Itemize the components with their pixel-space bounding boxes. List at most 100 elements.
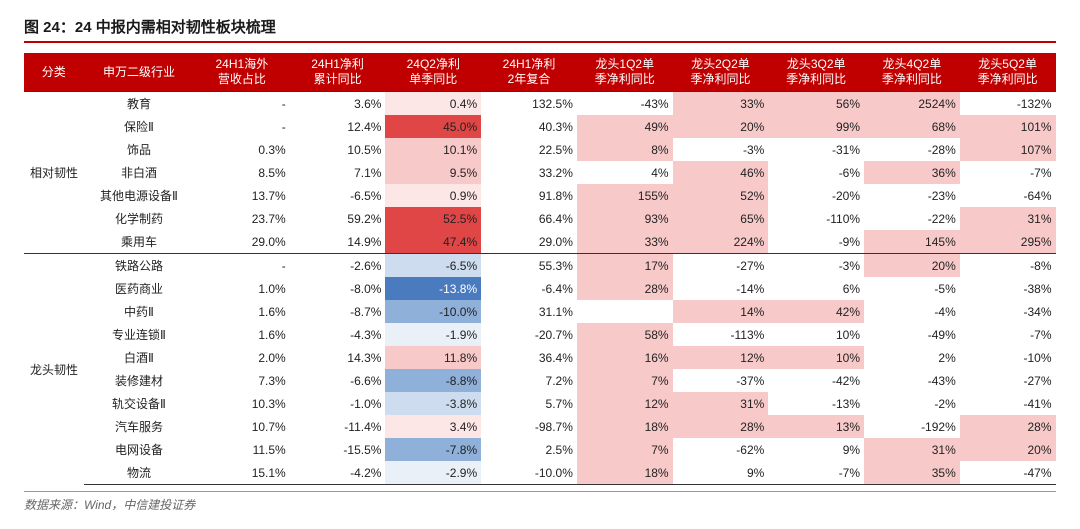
value-cell-c3: -13.8% (385, 277, 481, 300)
value-cell-c6: 20% (673, 115, 769, 138)
value-cell-c7: 6% (768, 277, 864, 300)
value-cell-c8: -23% (864, 184, 960, 207)
value-cell-c4: 2.5% (481, 438, 577, 461)
value-cell-c3: -8.8% (385, 369, 481, 392)
value-cell-c8: -4% (864, 300, 960, 323)
value-cell-c5: 18% (577, 415, 673, 438)
value-cell-c7: -7% (768, 461, 864, 485)
value-cell-c1: 11.5% (194, 438, 290, 461)
value-cell-c1: 13.7% (194, 184, 290, 207)
value-cell-c3: 47.4% (385, 230, 481, 254)
value-cell-c9: -8% (960, 254, 1056, 278)
value-cell-c3: -1.9% (385, 323, 481, 346)
value-cell-c1: 1.0% (194, 277, 290, 300)
col-header-c2: 24H1净利累计同比 (290, 53, 386, 92)
value-cell-c1: 23.7% (194, 207, 290, 230)
value-cell-c9: -47% (960, 461, 1056, 485)
value-cell-c9: -132% (960, 92, 1056, 116)
value-cell-c6: 33% (673, 92, 769, 116)
col-header-c7: 龙头3Q2单季净利同比 (768, 53, 864, 92)
value-cell-c2: 7.1% (290, 161, 386, 184)
value-cell-c4: -6.4% (481, 277, 577, 300)
value-cell-c5: 93% (577, 207, 673, 230)
value-cell-c5: 17% (577, 254, 673, 278)
industry-cell: 装修建材 (84, 369, 194, 392)
value-cell-c8: 2524% (864, 92, 960, 116)
table-row: 专业连锁Ⅱ1.6%-4.3%-1.9%-20.7%58%-113%10%-49%… (24, 323, 1056, 346)
value-cell-c2: 12.4% (290, 115, 386, 138)
value-cell-c6: 46% (673, 161, 769, 184)
value-cell-c3: 0.9% (385, 184, 481, 207)
col-header-c4: 24H1净利2年复合 (481, 53, 577, 92)
table-row: 其他电源设备Ⅱ13.7%-6.5%0.9%91.8%155%52%-20%-23… (24, 184, 1056, 207)
category-cell: 相对韧性 (24, 92, 84, 254)
value-cell-c8: -49% (864, 323, 960, 346)
industry-cell: 非白酒 (84, 161, 194, 184)
value-cell-c2: -6.5% (290, 184, 386, 207)
value-cell-c5 (577, 300, 673, 323)
value-cell-c7: 56% (768, 92, 864, 116)
col-header-cat: 分类 (24, 53, 84, 92)
table-row: 汽车服务10.7%-11.4%3.4%-98.7%18%28%13%-192%2… (24, 415, 1056, 438)
value-cell-c1: 15.1% (194, 461, 290, 485)
value-cell-c7: 13% (768, 415, 864, 438)
value-cell-c2: -4.2% (290, 461, 386, 485)
value-cell-c2: 3.6% (290, 92, 386, 116)
value-cell-c4: -98.7% (481, 415, 577, 438)
value-cell-c2: -15.5% (290, 438, 386, 461)
value-cell-c8: 20% (864, 254, 960, 278)
table-row: 龙头韧性铁路公路--2.6%-6.5%55.3%17%-27%-3%20%-8% (24, 254, 1056, 278)
value-cell-c2: -1.0% (290, 392, 386, 415)
industry-cell: 饰品 (84, 138, 194, 161)
col-header-c1: 24H1海外营收占比 (194, 53, 290, 92)
value-cell-c1: 1.6% (194, 323, 290, 346)
value-cell-c8: 31% (864, 438, 960, 461)
value-cell-c5: 155% (577, 184, 673, 207)
value-cell-c6: -14% (673, 277, 769, 300)
value-cell-c4: 40.3% (481, 115, 577, 138)
value-cell-c1: 29.0% (194, 230, 290, 254)
value-cell-c5: 7% (577, 369, 673, 392)
value-cell-c3: 11.8% (385, 346, 481, 369)
value-cell-c8: -192% (864, 415, 960, 438)
value-cell-c5: 58% (577, 323, 673, 346)
value-cell-c8: 36% (864, 161, 960, 184)
table-row: 医药商业1.0%-8.0%-13.8%-6.4%28%-14%6%-5%-38% (24, 277, 1056, 300)
value-cell-c2: -2.6% (290, 254, 386, 278)
value-cell-c7: 10% (768, 323, 864, 346)
value-cell-c2: -11.4% (290, 415, 386, 438)
value-cell-c3: 9.5% (385, 161, 481, 184)
industry-cell: 乘用车 (84, 230, 194, 254)
value-cell-c9: -27% (960, 369, 1056, 392)
value-cell-c6: 14% (673, 300, 769, 323)
value-cell-c9: -34% (960, 300, 1056, 323)
value-cell-c5: 8% (577, 138, 673, 161)
value-cell-c8: 35% (864, 461, 960, 485)
value-cell-c9: -7% (960, 323, 1056, 346)
industry-cell: 医药商业 (84, 277, 194, 300)
table-row: 物流15.1%-4.2%-2.9%-10.0%18%9%-7%35%-47% (24, 461, 1056, 485)
value-cell-c7: -9% (768, 230, 864, 254)
col-header-c6: 龙头2Q2单季净利同比 (673, 53, 769, 92)
source-note: 数据来源：Wind，中信建投证券 (24, 491, 1056, 513)
value-cell-c9: -7% (960, 161, 1056, 184)
value-cell-c6: -113% (673, 323, 769, 346)
value-cell-c9: -38% (960, 277, 1056, 300)
industry-cell: 铁路公路 (84, 254, 194, 278)
table-head: 分类申万二级行业24H1海外营收占比24H1净利累计同比24Q2净利单季同比24… (24, 53, 1056, 92)
value-cell-c2: 14.3% (290, 346, 386, 369)
value-cell-c8: -28% (864, 138, 960, 161)
value-cell-c9: 107% (960, 138, 1056, 161)
value-cell-c8: -22% (864, 207, 960, 230)
industry-cell: 其他电源设备Ⅱ (84, 184, 194, 207)
value-cell-c5: 12% (577, 392, 673, 415)
value-cell-c4: 5.7% (481, 392, 577, 415)
value-cell-c2: -8.7% (290, 300, 386, 323)
col-header-c8: 龙头4Q2单季净利同比 (864, 53, 960, 92)
value-cell-c1: 8.5% (194, 161, 290, 184)
value-cell-c4: 91.8% (481, 184, 577, 207)
value-cell-c6: 12% (673, 346, 769, 369)
value-cell-c6: -27% (673, 254, 769, 278)
value-cell-c6: 9% (673, 461, 769, 485)
value-cell-c4: 66.4% (481, 207, 577, 230)
